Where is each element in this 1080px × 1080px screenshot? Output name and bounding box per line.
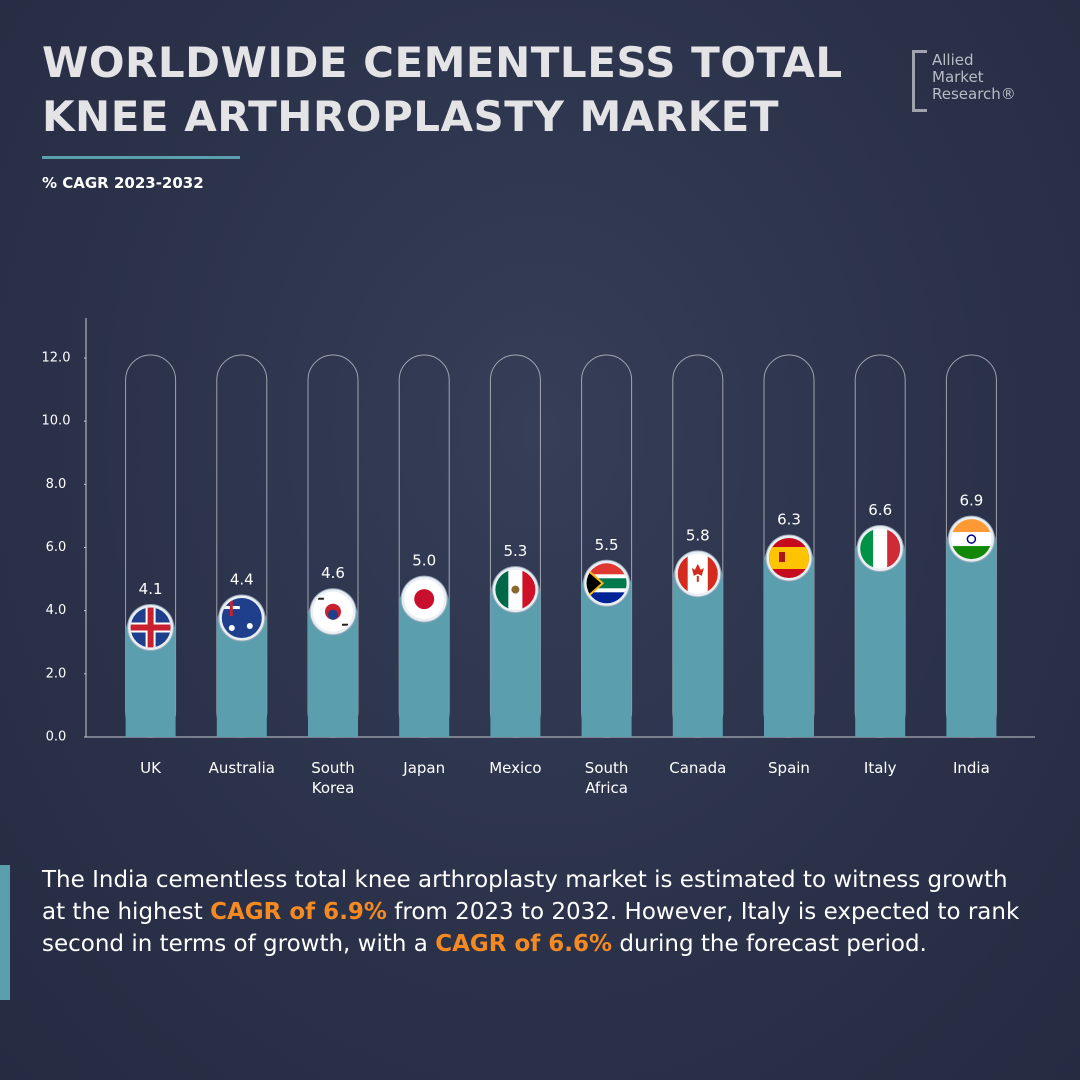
description-text: during the forecast period. bbox=[612, 931, 927, 957]
x-tick-label: India bbox=[952, 759, 990, 777]
x-tick-label: Mexico bbox=[489, 759, 542, 777]
x-tick-label: UK bbox=[140, 759, 161, 777]
flag bbox=[221, 598, 262, 639]
title-rule bbox=[42, 156, 240, 159]
flag bbox=[404, 579, 445, 620]
flag-part bbox=[221, 598, 262, 639]
flag-part bbox=[951, 532, 992, 547]
logo-mark bbox=[912, 50, 927, 112]
accent-bar bbox=[0, 865, 10, 1000]
flag bbox=[313, 591, 353, 632]
flag bbox=[130, 607, 171, 648]
logo-text: Market bbox=[932, 68, 984, 86]
bar bbox=[946, 519, 997, 737]
y-tick-label: 6.0 bbox=[46, 540, 67, 555]
flag-part bbox=[873, 528, 888, 569]
flag-part bbox=[586, 565, 605, 602]
description: The India cementless total knee arthropl… bbox=[42, 864, 1032, 960]
x-tick-label: Spain bbox=[768, 759, 810, 777]
description-highlight: CAGR of 6.6% bbox=[435, 931, 613, 957]
flag-part bbox=[228, 625, 235, 632]
flag-part bbox=[887, 528, 901, 569]
flag-part bbox=[586, 563, 627, 577]
bar bbox=[672, 553, 723, 737]
flag-part bbox=[769, 547, 809, 570]
x-tick-label: Australia bbox=[208, 759, 275, 777]
flag-part bbox=[779, 552, 785, 563]
flag bbox=[495, 569, 536, 610]
value-label: 5.5 bbox=[595, 536, 619, 554]
flag bbox=[677, 553, 718, 594]
y-tick-label: 0.0 bbox=[46, 730, 67, 745]
flag bbox=[860, 528, 901, 569]
flag-part bbox=[511, 585, 520, 594]
flag-part bbox=[342, 623, 348, 626]
bar bbox=[581, 563, 632, 737]
flag bbox=[769, 538, 809, 579]
flag-part bbox=[691, 563, 704, 582]
y-tick-label: 4.0 bbox=[46, 603, 67, 618]
value-label: 6.9 bbox=[959, 492, 983, 510]
flag-part bbox=[229, 600, 233, 617]
x-tick-label: Canada bbox=[669, 759, 727, 777]
y-tick-label: 8.0 bbox=[46, 477, 67, 492]
flag-part bbox=[677, 553, 688, 594]
value-label: 4.6 bbox=[321, 564, 345, 582]
flag-part bbox=[495, 569, 509, 610]
flag-part bbox=[586, 578, 627, 589]
value-label: 5.8 bbox=[686, 526, 710, 544]
x-tick-label: Japan bbox=[403, 759, 446, 777]
y-tick-label: 2.0 bbox=[46, 666, 67, 681]
value-label: 4.4 bbox=[230, 571, 254, 589]
flag-part bbox=[586, 590, 627, 604]
flag-part bbox=[860, 528, 874, 569]
description-highlight: CAGR of 6.9% bbox=[210, 899, 387, 925]
bar bbox=[855, 528, 906, 737]
logo-text: Allied bbox=[932, 51, 974, 69]
flag bbox=[586, 563, 627, 604]
logo-text: Research® bbox=[932, 85, 1016, 103]
flag-part bbox=[707, 553, 718, 594]
value-label: 6.3 bbox=[777, 511, 801, 529]
chart-subtitle: % CAGR 2023-2032 bbox=[42, 174, 204, 192]
x-tick-label: South Korea bbox=[311, 759, 355, 797]
x-tick-label: Italy bbox=[863, 759, 897, 777]
flag-part bbox=[246, 623, 253, 630]
bar bbox=[764, 538, 814, 737]
value-label: 5.0 bbox=[412, 552, 436, 570]
flag-part bbox=[951, 519, 992, 533]
flag-part bbox=[522, 569, 536, 610]
value-label: 6.6 bbox=[868, 501, 892, 519]
x-tick-label: South Africa bbox=[584, 759, 629, 797]
flag-part bbox=[414, 589, 435, 610]
chart-title: WORLDWIDE CEMENTLESS TOTAL KNEE ARTHROPL… bbox=[42, 38, 843, 141]
description-text: The India cementless total knee arthropl… bbox=[42, 867, 1008, 925]
logo: Allied Market Research® bbox=[912, 50, 1052, 120]
value-label: 5.3 bbox=[503, 542, 527, 560]
description-text: from 2023 to 2032. However, Italy is exp… bbox=[42, 899, 1020, 957]
flag-part bbox=[328, 609, 338, 620]
flag-part bbox=[318, 597, 324, 600]
bar bbox=[490, 569, 541, 737]
flag-part bbox=[951, 546, 992, 560]
value-label: 4.1 bbox=[139, 580, 163, 598]
flag-part bbox=[966, 534, 977, 544]
flag bbox=[951, 519, 992, 560]
flag-part bbox=[147, 607, 154, 648]
y-tick-label: 12.0 bbox=[42, 351, 71, 366]
y-tick-label: 10.0 bbox=[42, 414, 71, 429]
